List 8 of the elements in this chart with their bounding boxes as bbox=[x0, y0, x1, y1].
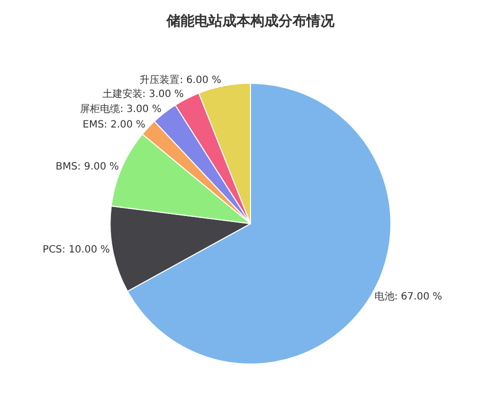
slice-label: PCS: 10.00 % bbox=[42, 244, 110, 256]
slice-label: 电池: 67.00 % bbox=[374, 290, 442, 303]
slice-label: EMS: 2.00 % bbox=[82, 119, 146, 130]
slice-label: 屏柜电缆: 3.00 % bbox=[80, 102, 162, 115]
slice-label: BMS: 9.00 % bbox=[56, 162, 119, 173]
chart-title: 储能电站成本构成分布情况 bbox=[166, 14, 336, 30]
slice-label: 土建安装: 3.00 % bbox=[102, 88, 184, 100]
slice-label: 升压装置: 6.00 % bbox=[140, 74, 222, 86]
